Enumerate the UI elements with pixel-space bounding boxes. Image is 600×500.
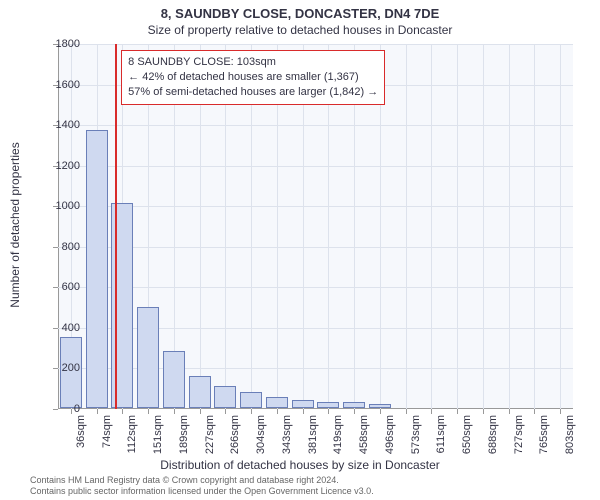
bar	[86, 130, 108, 408]
x-tick-mark	[303, 409, 304, 414]
grid-line-h	[58, 368, 573, 369]
x-tick-mark	[534, 409, 535, 414]
x-tick-label: 573sqm	[410, 415, 422, 454]
x-tick-label: 765sqm	[538, 415, 550, 454]
y-axis-label: Number of detached properties	[8, 142, 22, 307]
x-tick-label: 803sqm	[564, 415, 576, 454]
x-tick-label: 458sqm	[358, 415, 370, 454]
y-tick-label: 600	[40, 281, 80, 293]
grid-line-v	[560, 44, 561, 409]
x-tick-label: 727sqm	[513, 415, 525, 454]
chart-area: 8 SAUNDBY CLOSE: 103sqm← 42% of detached…	[58, 44, 573, 409]
bar	[369, 404, 391, 408]
y-tick-label: 200	[40, 362, 80, 374]
y-tick-label: 0	[40, 403, 80, 415]
x-tick-label: 343sqm	[281, 415, 293, 454]
grid-line-v	[406, 44, 407, 409]
bar	[266, 397, 288, 408]
x-tick-mark	[174, 409, 175, 414]
y-tick-label: 800	[40, 241, 80, 253]
bar	[240, 392, 262, 408]
x-tick-mark	[406, 409, 407, 414]
x-tick-mark	[354, 409, 355, 414]
bar	[292, 400, 314, 408]
x-tick-mark	[380, 409, 381, 414]
x-tick-mark	[509, 409, 510, 414]
x-tick-mark	[97, 409, 98, 414]
x-tick-label: 419sqm	[332, 415, 344, 454]
copyright-text: Contains HM Land Registry data © Crown c…	[30, 475, 374, 497]
grid-line-h	[58, 44, 573, 45]
x-tick-mark	[225, 409, 226, 414]
x-tick-label: 304sqm	[255, 415, 267, 454]
bar	[214, 386, 236, 408]
annotation-line: 8 SAUNDBY CLOSE: 103sqm	[128, 55, 378, 70]
grid-line-h	[58, 287, 573, 288]
reference-line	[115, 44, 117, 409]
x-tick-label: 266sqm	[229, 415, 241, 454]
x-tick-mark	[251, 409, 252, 414]
x-tick-mark	[277, 409, 278, 414]
copyright-line1: Contains HM Land Registry data © Crown c…	[30, 475, 374, 486]
y-tick-label: 1600	[40, 79, 80, 91]
x-tick-label: 381sqm	[307, 415, 319, 454]
x-tick-mark	[457, 409, 458, 414]
bar	[189, 376, 211, 408]
grid-line-h	[58, 206, 573, 207]
grid-line-h	[58, 328, 573, 329]
annotation-line: 57% of semi-detached houses are larger (…	[128, 85, 378, 100]
x-tick-label: 151sqm	[152, 415, 164, 454]
x-tick-mark	[148, 409, 149, 414]
x-tick-label: 496sqm	[384, 415, 396, 454]
x-tick-mark	[483, 409, 484, 414]
x-tick-label: 189sqm	[178, 415, 190, 454]
bar	[343, 402, 365, 408]
grid-line-h	[58, 166, 573, 167]
y-tick-label: 1800	[40, 38, 80, 50]
annotation-box: 8 SAUNDBY CLOSE: 103sqm← 42% of detached…	[121, 50, 385, 105]
x-tick-mark	[328, 409, 329, 414]
x-tick-mark	[560, 409, 561, 414]
bar	[317, 402, 339, 408]
y-tick-label: 400	[40, 322, 80, 334]
y-tick-label: 1400	[40, 119, 80, 131]
x-tick-label: 650sqm	[461, 415, 473, 454]
x-tick-label: 112sqm	[126, 415, 138, 453]
grid-line-h	[58, 247, 573, 248]
y-tick-label: 1000	[40, 200, 80, 212]
x-tick-label: 611sqm	[435, 415, 447, 453]
bar	[163, 351, 185, 408]
copyright-line2: Contains public sector information licen…	[30, 486, 374, 497]
y-tick-label: 1200	[40, 160, 80, 172]
x-tick-mark	[122, 409, 123, 414]
annotation-line: ← 42% of detached houses are smaller (1,…	[128, 70, 378, 85]
page-title: 8, SAUNDBY CLOSE, DONCASTER, DN4 7DE	[0, 0, 600, 21]
x-tick-label: 688sqm	[487, 415, 499, 454]
x-tick-label: 74sqm	[101, 415, 113, 448]
x-axis-label: Distribution of detached houses by size …	[0, 458, 600, 472]
grid-line-v	[483, 44, 484, 409]
grid-line-v	[457, 44, 458, 409]
x-tick-label: 36sqm	[75, 415, 87, 448]
grid-line-h	[58, 125, 573, 126]
grid-line-v	[431, 44, 432, 409]
grid-line-v	[534, 44, 535, 409]
x-tick-label: 227sqm	[204, 415, 216, 454]
x-tick-mark	[200, 409, 201, 414]
x-tick-mark	[431, 409, 432, 414]
bar	[137, 307, 159, 408]
grid-line-v	[509, 44, 510, 409]
page-subtitle: Size of property relative to detached ho…	[0, 21, 600, 37]
